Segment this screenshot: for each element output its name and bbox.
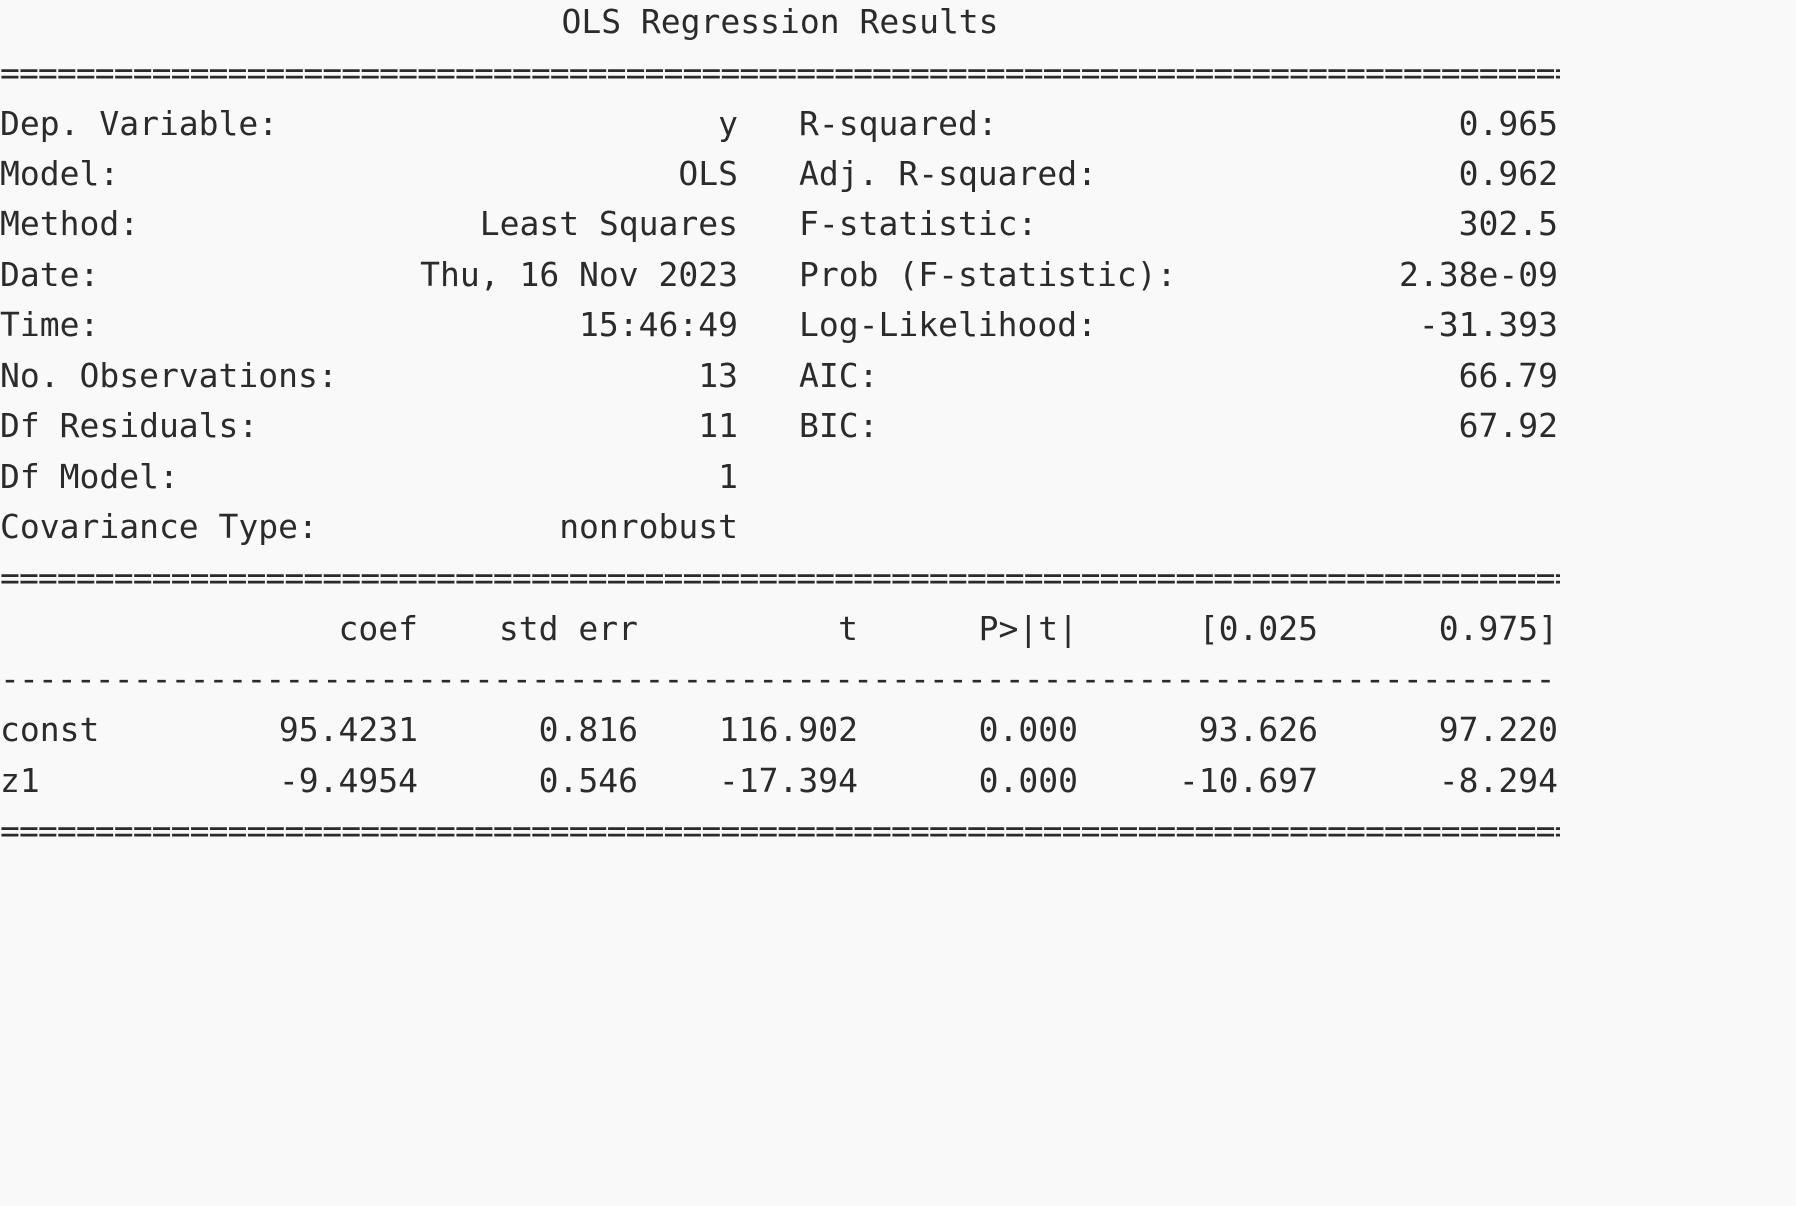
coef-header: std err [498,609,638,648]
coef-cell: 0.546 [538,761,638,800]
coef-cell: 0.816 [538,710,638,749]
summary-right-value: 2.38e-09 [1399,255,1558,294]
single-rule: ----------------------------------------… [0,659,1560,698]
summary-left-label: Time: [0,305,100,344]
coef-header: t [838,609,858,648]
coef-row: z1 -9.4954 0.546 -17.394 0.000 -10.697 -… [0,756,1560,806]
summary-left-value: 13 [698,356,738,395]
summary-right-label: R-squared: [799,104,998,143]
summary-left-label: Dep. Variable: [0,104,279,143]
coef-cell: -10.697 [1178,761,1318,800]
summary-right-value: -31.393 [1418,305,1558,344]
middle-double-rule: ========================================… [0,558,1560,597]
coef-header-row: coef std err t P>|t| [0.025 0.975] [0,604,1560,654]
summary-row: Df Model: 1 [0,452,1560,502]
summary-left-label: Date: [0,255,100,294]
summary-left-value: 1 [718,457,738,496]
summary-right-value: 302.5 [1458,204,1558,243]
summary-right-label: F-statistic: [799,204,1038,243]
coef-cell: 97.220 [1438,710,1558,749]
summary-right-label: Prob (F-statistic): [799,255,1177,294]
summary-right-value: 0.962 [1458,154,1558,193]
coef-header: coef [338,609,418,648]
summary-row: Model: OLS Adj. R-squared: 0.962 [0,149,1560,199]
coef-row: const 95.4231 0.816 116.902 0.000 93.626… [0,705,1560,755]
summary-right-label: Log-Likelihood: [799,305,1098,344]
coef-cell: 116.902 [718,710,858,749]
summary-left-value: Least Squares [479,204,738,243]
ols-results-document: OLS Regression Results =================… [0,2,1560,850]
summary-left-value: nonrobust [559,507,738,546]
summary-row: Dep. Variable: y R-squared: 0.965 [0,99,1560,149]
summary-right-value: 0.965 [1458,104,1558,143]
summary-left-value: 15:46:49 [579,305,738,344]
document-title: OLS Regression Results [561,2,999,41]
summary-left-label: Df Model: [0,457,179,496]
summary-left-label: Df Residuals: [0,406,259,445]
summary-left-label: Model: [0,154,120,193]
coef-cell: 0.000 [978,761,1078,800]
summary-left-value: y [718,104,738,143]
coef-row-name: const [0,710,100,749]
summary-right-label: Adj. R-squared: [799,154,1098,193]
summary-row: Date: Thu, 16 Nov 2023 Prob (F-statistic… [0,250,1560,300]
summary-left-label: Method: [0,204,140,243]
coef-header: 0.975] [1438,609,1558,648]
summary-row: Df Residuals: 11 BIC: 67.92 [0,401,1560,451]
top-double-rule: ========================================… [0,53,1560,92]
coef-cell: -9.4954 [278,761,418,800]
coef-cell: 95.4231 [278,710,418,749]
coef-header: [0.025 [1198,609,1318,648]
summary-left-label: No. Observations: [0,356,338,395]
summary-row: No. Observations: 13 AIC: 66.79 [0,351,1560,401]
summary-right-value: 66.79 [1458,356,1558,395]
summary-left-label: Covariance Type: [0,507,318,546]
bottom-double-rule: ========================================… [0,811,1560,850]
coef-cell: 93.626 [1198,710,1318,749]
summary-left-value: OLS [678,154,738,193]
summary-row: Covariance Type: nonrobust [0,502,1560,552]
summary-left-value: Thu, 16 Nov 2023 [420,255,738,294]
summary-row: Method: Least Squares F-statistic: 302.5 [0,199,1560,249]
summary-right-value: 67.92 [1458,406,1558,445]
coef-header: P>|t| [978,609,1078,648]
coef-cell: -8.294 [1438,761,1558,800]
summary-left-value: 11 [698,406,738,445]
coef-row-name: z1 [0,761,40,800]
summary-right-label: AIC: [799,356,879,395]
coef-cell: 0.000 [978,710,1078,749]
summary-row: Time: 15:46:49 Log-Likelihood: -31.393 [0,300,1560,350]
summary-right-label: BIC: [799,406,879,445]
coef-cell: -17.394 [718,761,858,800]
